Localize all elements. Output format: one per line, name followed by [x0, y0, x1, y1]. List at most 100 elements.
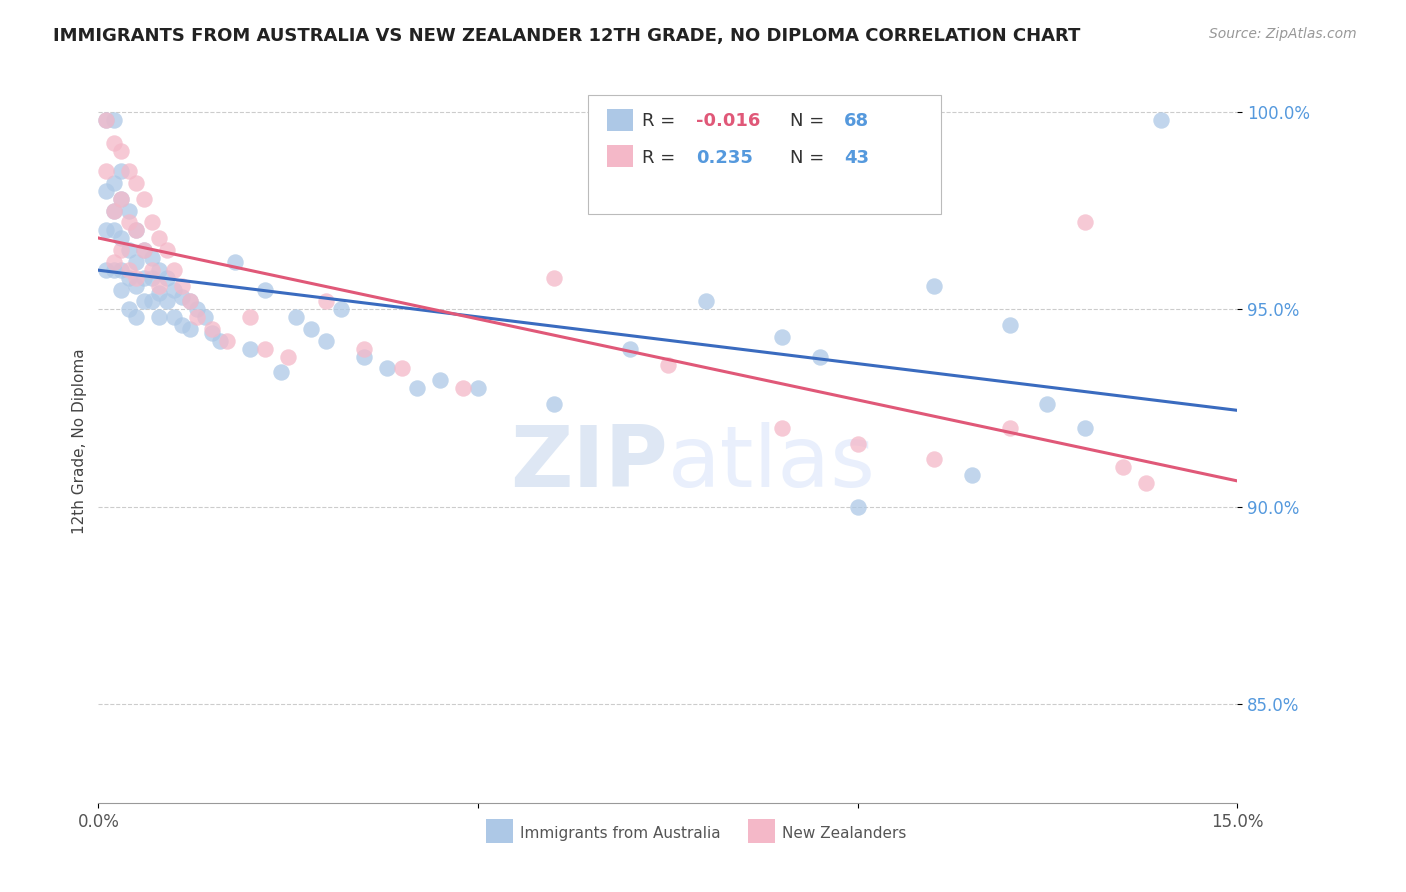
Point	[118, 262, 141, 277]
Point	[1074, 215, 1097, 229]
Point	[353, 350, 375, 364]
Point	[391, 361, 413, 376]
Point	[770, 330, 793, 344]
Point	[103, 176, 125, 190]
Point	[148, 286, 170, 301]
Point	[1150, 112, 1173, 127]
Point	[239, 342, 262, 356]
Point	[846, 500, 869, 514]
Point	[451, 381, 474, 395]
Point	[657, 358, 679, 372]
Point	[330, 302, 353, 317]
Point	[186, 302, 208, 317]
Point	[315, 294, 337, 309]
Point	[118, 243, 141, 257]
Point	[922, 452, 945, 467]
Point	[186, 310, 208, 325]
Point	[103, 203, 125, 218]
Point	[132, 243, 155, 257]
Point	[110, 145, 132, 159]
Point	[254, 342, 277, 356]
Point	[353, 342, 375, 356]
Point	[103, 136, 125, 151]
Text: Source: ZipAtlas.com: Source: ZipAtlas.com	[1209, 27, 1357, 41]
Point	[179, 322, 201, 336]
Point	[406, 381, 429, 395]
Point	[170, 318, 193, 332]
Point	[156, 294, 179, 309]
FancyBboxPatch shape	[485, 819, 513, 843]
FancyBboxPatch shape	[607, 109, 633, 131]
Point	[125, 278, 148, 293]
Point	[467, 381, 489, 395]
Point	[110, 283, 132, 297]
Point	[163, 283, 186, 297]
Point	[922, 278, 945, 293]
Point	[284, 310, 307, 325]
Point	[201, 326, 224, 340]
Point	[94, 112, 117, 127]
Point	[543, 270, 565, 285]
Point	[141, 215, 163, 229]
Point	[695, 294, 717, 309]
Point	[1036, 397, 1059, 411]
Point	[125, 310, 148, 325]
Point	[179, 294, 201, 309]
Text: 0.235: 0.235	[696, 149, 754, 167]
Text: New Zealanders: New Zealanders	[782, 826, 905, 841]
Point	[998, 421, 1021, 435]
Point	[141, 270, 163, 285]
Point	[94, 223, 117, 237]
Point	[118, 215, 141, 229]
Point	[110, 192, 132, 206]
Point	[148, 310, 170, 325]
Text: N =: N =	[790, 112, 830, 130]
Point	[808, 350, 831, 364]
FancyBboxPatch shape	[748, 819, 775, 843]
Text: N =: N =	[790, 149, 830, 167]
Point	[1074, 421, 1097, 435]
Point	[103, 223, 125, 237]
Point	[118, 203, 141, 218]
Point	[960, 468, 983, 483]
Point	[277, 350, 299, 364]
Point	[1135, 475, 1157, 490]
Text: R =: R =	[641, 149, 681, 167]
Point	[375, 361, 398, 376]
Text: 43: 43	[845, 149, 869, 167]
Point	[141, 262, 163, 277]
Point	[148, 278, 170, 293]
Point	[118, 302, 141, 317]
Point	[94, 164, 117, 178]
Point	[254, 283, 277, 297]
Point	[125, 176, 148, 190]
Point	[170, 278, 193, 293]
Point	[110, 231, 132, 245]
Point	[103, 255, 125, 269]
Point	[846, 436, 869, 450]
Point	[141, 294, 163, 309]
Point	[118, 270, 141, 285]
Point	[998, 318, 1021, 332]
Point	[156, 243, 179, 257]
Point	[224, 255, 246, 269]
Point	[239, 310, 262, 325]
Text: 68: 68	[845, 112, 869, 130]
Point	[132, 243, 155, 257]
Point	[125, 223, 148, 237]
Point	[103, 203, 125, 218]
Text: ZIP: ZIP	[510, 422, 668, 505]
Point	[148, 231, 170, 245]
Point	[270, 366, 292, 380]
Text: atlas: atlas	[668, 422, 876, 505]
Point	[217, 334, 239, 348]
Point	[132, 294, 155, 309]
Point	[110, 262, 132, 277]
Point	[194, 310, 217, 325]
Point	[315, 334, 337, 348]
Point	[132, 192, 155, 206]
Point	[125, 270, 148, 285]
Point	[163, 262, 186, 277]
Text: Immigrants from Australia: Immigrants from Australia	[520, 826, 720, 841]
FancyBboxPatch shape	[607, 145, 633, 167]
